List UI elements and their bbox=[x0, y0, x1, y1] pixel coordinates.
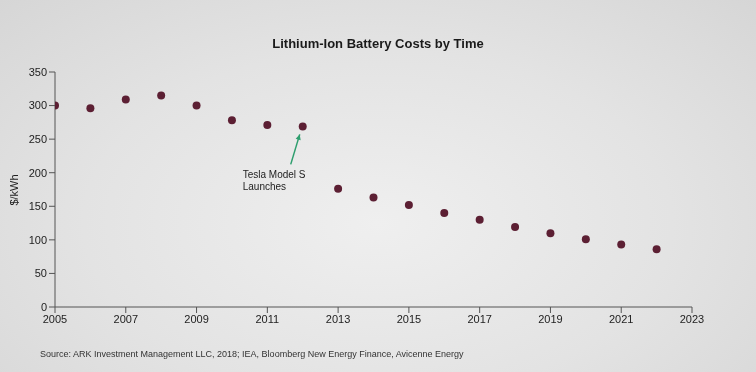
html-text:Lithium-Ion Battery Costs by T: Lithium-Ion Battery Costs by Time bbox=[272, 36, 484, 51]
svg-text:50: 50 bbox=[35, 267, 47, 279]
html-text:Source: ARK Investment Managem: Source: ARK Investment Management LLC, 2… bbox=[40, 349, 464, 359]
svg-text:300: 300 bbox=[29, 99, 47, 111]
svg-text:2011: 2011 bbox=[256, 313, 280, 325]
svg-text:2007: 2007 bbox=[114, 313, 138, 325]
svg-text:2017: 2017 bbox=[467, 313, 491, 325]
svg-text:2009: 2009 bbox=[184, 313, 208, 325]
svg-text:0: 0 bbox=[41, 301, 47, 313]
svg-text:2023: 2023 bbox=[680, 313, 704, 325]
svg-text:150: 150 bbox=[29, 200, 47, 212]
svg-text:2015: 2015 bbox=[397, 313, 421, 325]
html-text:$/kWh: $/kWh bbox=[8, 174, 20, 206]
svg-text:Tesla Model SLaunches: Tesla Model SLaunches bbox=[243, 169, 306, 192]
svg-text:350: 350 bbox=[29, 66, 47, 78]
svg-text:200: 200 bbox=[29, 167, 47, 179]
svg-text:2021: 2021 bbox=[609, 313, 633, 325]
svg-text:250: 250 bbox=[29, 133, 47, 145]
svg-text:2005: 2005 bbox=[43, 313, 67, 325]
svg-text:2013: 2013 bbox=[326, 313, 350, 325]
svg-text:2019: 2019 bbox=[538, 313, 562, 325]
svg-text:100: 100 bbox=[29, 234, 47, 246]
